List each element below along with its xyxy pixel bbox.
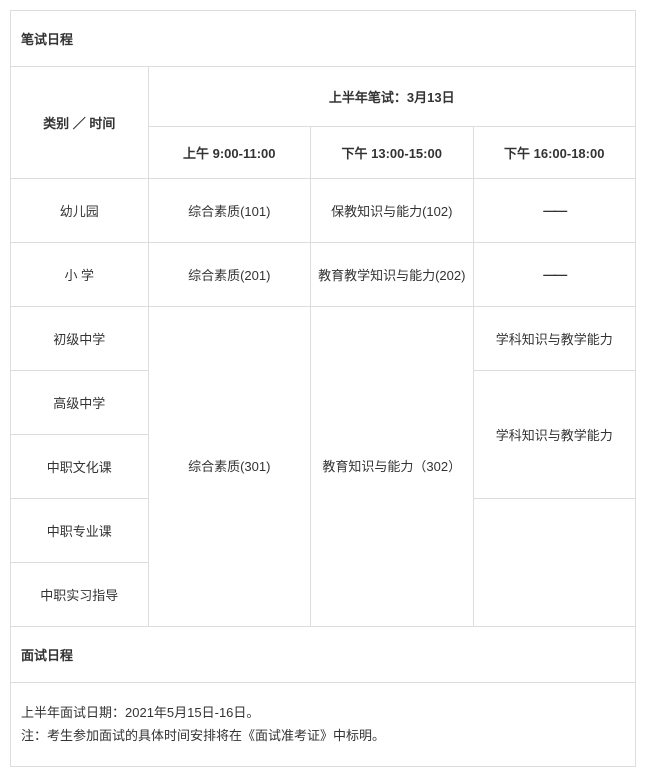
interview-section-header-row: 面试日程: [11, 627, 636, 683]
row-junior: 初级中学 综合素质(301) 教育知识与能力（302） 学科知识与教学能力: [11, 307, 636, 371]
interview-note-line: 注：考生参加面试的具体时间安排将在《面试准考证》中标明。: [21, 724, 625, 747]
vocational-major-label: 中职专业课: [11, 499, 149, 563]
category-time-header: 类别 ／ 时间: [11, 67, 149, 179]
row-kindergarten: 幼儿园 综合素质(101) 保教知识与能力(102) ——: [11, 179, 636, 243]
interview-date-line: 上半年面试日期：2021年5月15日-16日。: [21, 701, 625, 724]
vocational-col3-blank: [473, 499, 636, 627]
time-afternoon1: 下午 13:00-15:00: [311, 127, 474, 179]
senior-col3: 学科知识与教学能力: [473, 371, 636, 499]
header-row: 类别 ／ 时间 上半年笔试：3月13日: [11, 67, 636, 127]
vocational-culture-label: 中职文化课: [11, 435, 149, 499]
time-morning: 上午 9:00-11:00: [148, 127, 311, 179]
junior-label: 初级中学: [11, 307, 149, 371]
kindergarten-col3: ——: [473, 179, 636, 243]
kindergarten-col1: 综合素质(101): [148, 179, 311, 243]
merged-col2: 教育知识与能力（302）: [311, 307, 474, 627]
main-header: 上半年笔试：3月13日: [148, 67, 636, 127]
kindergarten-label: 幼儿园: [11, 179, 149, 243]
interview-section-title: 面试日程: [11, 627, 636, 683]
interview-footer: 上半年面试日期：2021年5月15日-16日。 注：考生参加面试的具体时间安排将…: [11, 683, 636, 767]
schedule-table: 笔试日程 类别 ／ 时间 上半年笔试：3月13日 上午 9:00-11:00 下…: [10, 10, 636, 767]
written-section-header-row: 笔试日程: [11, 11, 636, 67]
junior-col3: 学科知识与教学能力: [473, 307, 636, 371]
written-section-title: 笔试日程: [11, 11, 636, 67]
document-container: 笔试日程 类别 ／ 时间 上半年笔试：3月13日 上午 9:00-11:00 下…: [0, 0, 646, 777]
primary-col2: 教育教学知识与能力(202): [311, 243, 474, 307]
row-primary: 小 学 综合素质(201) 教育教学知识与能力(202) ——: [11, 243, 636, 307]
senior-label: 高级中学: [11, 371, 149, 435]
time-afternoon2: 下午 16:00-18:00: [473, 127, 636, 179]
vocational-intern-label: 中职实习指导: [11, 563, 149, 627]
kindergarten-col2: 保教知识与能力(102): [311, 179, 474, 243]
primary-label: 小 学: [11, 243, 149, 307]
interview-footer-row: 上半年面试日期：2021年5月15日-16日。 注：考生参加面试的具体时间安排将…: [11, 683, 636, 767]
merged-col1: 综合素质(301): [148, 307, 311, 627]
primary-col3: ——: [473, 243, 636, 307]
primary-col1: 综合素质(201): [148, 243, 311, 307]
